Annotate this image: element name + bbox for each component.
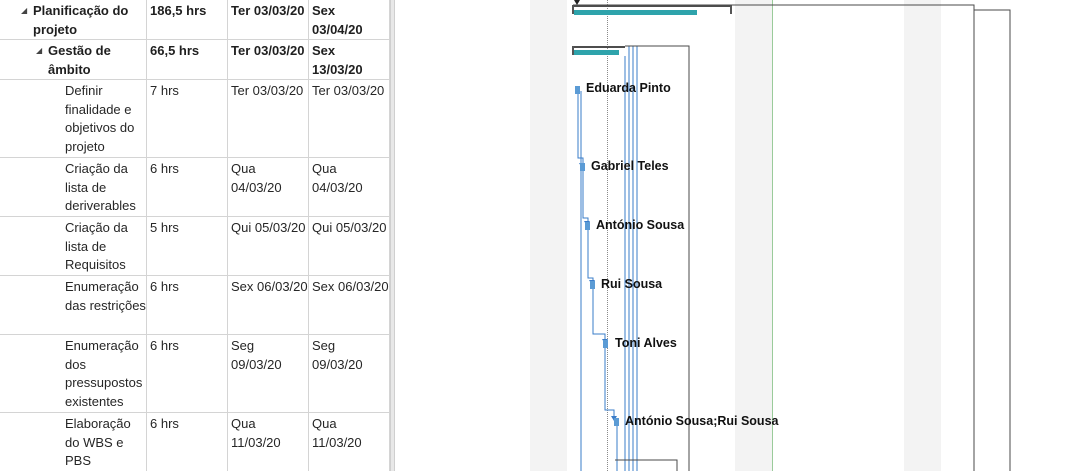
task-bar bbox=[585, 222, 590, 230]
task-finish[interactable]: Ter 03/03/20 bbox=[309, 80, 390, 157]
task-bar bbox=[575, 86, 580, 94]
task-name[interactable]: Definir finalidade e objetivos do projet… bbox=[0, 80, 147, 157]
task-finish[interactable]: Qua 11/03/20 bbox=[309, 413, 390, 471]
table-row[interactable]: Elaboração do WBS e PBS 6 hrs Qua 11/03/… bbox=[0, 413, 390, 471]
task-start[interactable]: Ter 03/03/20 bbox=[228, 80, 309, 157]
task-duration[interactable]: 6 hrs bbox=[147, 335, 228, 412]
task-duration[interactable]: 66,5 hrs bbox=[147, 40, 228, 79]
resource-label[interactable]: António Sousa bbox=[596, 218, 685, 232]
table-row[interactable]: Definir finalidade e objetivos do projet… bbox=[0, 80, 390, 158]
task-start[interactable]: Qui 05/03/20 bbox=[228, 217, 309, 275]
task-finish[interactable]: Sex 03/04/20 bbox=[309, 0, 390, 39]
task-name[interactable]: Enumeração das restrições bbox=[0, 276, 147, 334]
summary-bar-start bbox=[572, 46, 574, 55]
collapse-triangle-icon[interactable]: ◢ bbox=[36, 46, 43, 55]
table-row[interactable]: Enumeração das restrições 6 hrs Sex 06/0… bbox=[0, 276, 390, 335]
task-finish[interactable]: Seg 09/03/20 bbox=[309, 335, 390, 412]
task-name[interactable]: Enumeração dos pressupostos existentes bbox=[0, 335, 147, 412]
collapse-triangle-icon[interactable]: ◢ bbox=[21, 6, 28, 15]
resource-label[interactable]: Eduarda Pinto bbox=[586, 81, 671, 95]
weekend-band bbox=[904, 0, 941, 471]
task-duration[interactable]: 6 hrs bbox=[147, 276, 228, 334]
task-name[interactable]: Gestão de âmbito bbox=[0, 40, 147, 79]
table-row[interactable]: ◢ Gestão de âmbito 66,5 hrs Ter 03/03/20… bbox=[0, 40, 390, 80]
status-date-line bbox=[607, 0, 608, 471]
task-duration[interactable]: 5 hrs bbox=[147, 217, 228, 275]
task-name[interactable]: Elaboração do WBS e PBS bbox=[0, 413, 147, 471]
task-finish[interactable]: Qua 04/03/20 bbox=[309, 158, 390, 216]
task-bar bbox=[590, 281, 595, 289]
task-duration[interactable]: 6 hrs bbox=[147, 413, 228, 471]
task-duration[interactable]: 6 hrs bbox=[147, 158, 228, 216]
summary-bar-outline bbox=[574, 5, 732, 7]
task-duration[interactable]: 7 hrs bbox=[147, 80, 228, 157]
gantt-links bbox=[573, 0, 1011, 471]
task-bar bbox=[580, 163, 585, 171]
task-start[interactable]: Seg 09/03/20 bbox=[228, 335, 309, 412]
summary-bar-end bbox=[730, 5, 732, 14]
table-row[interactable]: Enumeração dos pressupostos existentes 6… bbox=[0, 335, 390, 413]
task-grid: ◢ Planificação do projeto 186,5 hrs Ter … bbox=[0, 0, 390, 471]
task-bar bbox=[614, 418, 619, 426]
today-line bbox=[772, 0, 773, 471]
task-name[interactable]: Planificação do projeto bbox=[0, 0, 147, 39]
table-row[interactable]: Criação da lista de deriverables 6 hrs Q… bbox=[0, 158, 390, 217]
summary-bar-start bbox=[572, 5, 574, 14]
task-name[interactable]: Criação da lista de deriverables bbox=[0, 158, 147, 216]
table-row[interactable]: ◢ Planificação do projeto 186,5 hrs Ter … bbox=[0, 0, 390, 40]
summary-bar[interactable] bbox=[574, 10, 697, 15]
table-row[interactable]: Criação da lista de Requisitos 5 hrs Qui… bbox=[0, 217, 390, 276]
task-start[interactable]: Ter 03/03/20 bbox=[228, 40, 309, 79]
task-finish[interactable]: Sex 13/03/20 bbox=[309, 40, 390, 79]
task-finish[interactable]: Sex 06/03/20 bbox=[309, 276, 390, 334]
resource-label[interactable]: Gabriel Teles bbox=[591, 159, 669, 173]
pane-splitter[interactable] bbox=[390, 0, 395, 471]
task-start[interactable]: Qua 11/03/20 bbox=[228, 413, 309, 471]
resource-label[interactable]: Rui Sousa bbox=[601, 277, 663, 291]
summary-marker-icon bbox=[574, 0, 580, 5]
task-finish[interactable]: Qui 05/03/20 bbox=[309, 217, 390, 275]
task-name[interactable]: Criação da lista de Requisitos bbox=[0, 217, 147, 275]
weekend-band bbox=[735, 0, 772, 471]
task-start[interactable]: Qua 04/03/20 bbox=[228, 158, 309, 216]
resource-label[interactable]: António Sousa;Rui Sousa bbox=[625, 414, 779, 428]
resource-label[interactable]: Toni Alves bbox=[615, 336, 677, 350]
task-start[interactable]: Sex 06/03/20 bbox=[228, 276, 309, 334]
task-duration[interactable]: 186,5 hrs bbox=[147, 0, 228, 39]
weekend-band bbox=[530, 0, 567, 471]
task-bar bbox=[603, 340, 608, 348]
gantt-chart[interactable]: Eduarda Pinto Gabriel Teles António Sous… bbox=[395, 0, 1075, 471]
summary-bar-outline bbox=[573, 46, 625, 48]
summary-bar[interactable] bbox=[574, 50, 619, 55]
task-start[interactable]: Ter 03/03/20 bbox=[228, 0, 309, 39]
